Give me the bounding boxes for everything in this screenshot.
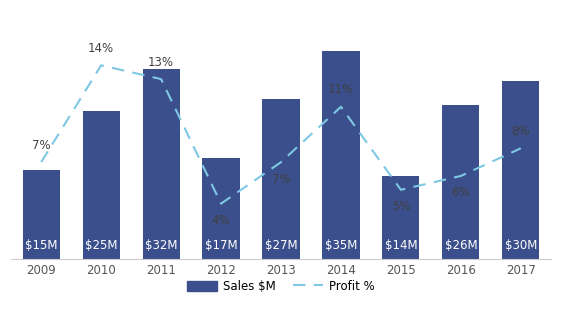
Text: 8%: 8% xyxy=(511,125,530,138)
Text: 4%: 4% xyxy=(212,214,230,227)
Bar xyxy=(202,158,239,259)
Text: 7%: 7% xyxy=(271,173,291,186)
Legend: Sales $M, Profit %: Sales $M, Profit % xyxy=(183,276,379,298)
Text: 14%: 14% xyxy=(88,42,114,55)
Bar xyxy=(502,81,540,259)
Text: $27M: $27M xyxy=(265,239,297,252)
Text: 5%: 5% xyxy=(392,200,410,213)
Bar xyxy=(262,99,300,259)
Text: 11%: 11% xyxy=(328,83,354,96)
Text: 13%: 13% xyxy=(148,56,174,69)
Bar xyxy=(83,111,120,259)
Text: $26M: $26M xyxy=(445,239,477,252)
Text: $30M: $30M xyxy=(505,239,537,252)
Bar xyxy=(143,69,180,259)
Text: $35M: $35M xyxy=(325,239,357,252)
Bar xyxy=(22,170,60,259)
Text: $32M: $32M xyxy=(145,239,178,252)
Text: 6%: 6% xyxy=(451,186,470,199)
Text: $25M: $25M xyxy=(85,239,117,252)
Bar xyxy=(382,176,419,259)
Text: $17M: $17M xyxy=(205,239,237,252)
Text: $14M: $14M xyxy=(384,239,417,252)
Text: $15M: $15M xyxy=(25,239,57,252)
Text: 7%: 7% xyxy=(32,139,51,152)
Bar xyxy=(323,51,360,259)
Bar xyxy=(442,105,479,259)
